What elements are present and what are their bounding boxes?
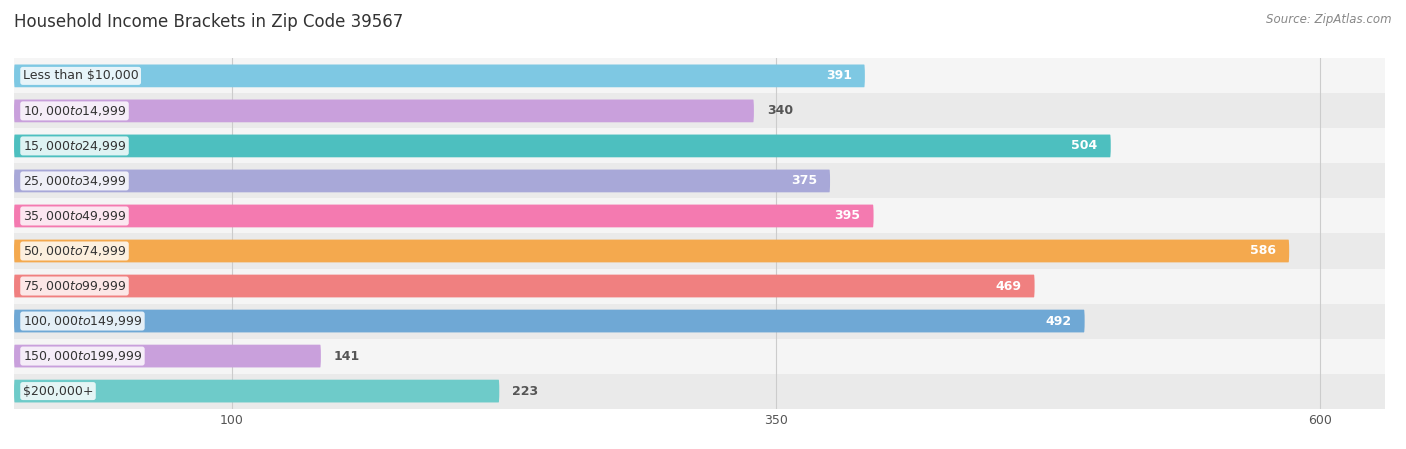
Bar [14, 58, 1385, 93]
Text: $200,000+: $200,000+ [22, 385, 93, 397]
Text: 141: 141 [335, 350, 360, 362]
Text: Source: ZipAtlas.com: Source: ZipAtlas.com [1267, 13, 1392, 26]
FancyBboxPatch shape [14, 275, 1035, 297]
Text: 492: 492 [1046, 315, 1071, 327]
FancyBboxPatch shape [14, 240, 1289, 262]
Text: 586: 586 [1250, 245, 1277, 257]
Bar [14, 163, 1385, 198]
Bar [14, 339, 1385, 374]
FancyBboxPatch shape [14, 135, 1111, 157]
Bar [14, 93, 1385, 128]
Text: 375: 375 [790, 175, 817, 187]
Text: $150,000 to $199,999: $150,000 to $199,999 [22, 349, 142, 363]
Bar [14, 128, 1385, 163]
Bar [14, 374, 1385, 409]
Text: $75,000 to $99,999: $75,000 to $99,999 [22, 279, 127, 293]
Text: 469: 469 [995, 280, 1022, 292]
Text: $10,000 to $14,999: $10,000 to $14,999 [22, 104, 127, 118]
Text: $25,000 to $34,999: $25,000 to $34,999 [22, 174, 127, 188]
FancyBboxPatch shape [14, 310, 1084, 332]
Text: $15,000 to $24,999: $15,000 to $24,999 [22, 139, 127, 153]
FancyBboxPatch shape [14, 65, 865, 87]
Bar [14, 198, 1385, 233]
FancyBboxPatch shape [14, 170, 830, 192]
Text: $100,000 to $149,999: $100,000 to $149,999 [22, 314, 142, 328]
Bar [14, 233, 1385, 269]
FancyBboxPatch shape [14, 100, 754, 122]
FancyBboxPatch shape [14, 345, 321, 367]
Text: 391: 391 [825, 70, 852, 82]
Bar [14, 304, 1385, 339]
FancyBboxPatch shape [14, 205, 873, 227]
Text: $50,000 to $74,999: $50,000 to $74,999 [22, 244, 127, 258]
Text: Household Income Brackets in Zip Code 39567: Household Income Brackets in Zip Code 39… [14, 13, 404, 31]
FancyBboxPatch shape [14, 380, 499, 402]
Text: 504: 504 [1071, 140, 1098, 152]
Bar [14, 269, 1385, 304]
Text: 395: 395 [835, 210, 860, 222]
Text: Less than $10,000: Less than $10,000 [22, 70, 139, 82]
Text: 340: 340 [766, 105, 793, 117]
Text: 223: 223 [512, 385, 538, 397]
Text: $35,000 to $49,999: $35,000 to $49,999 [22, 209, 127, 223]
